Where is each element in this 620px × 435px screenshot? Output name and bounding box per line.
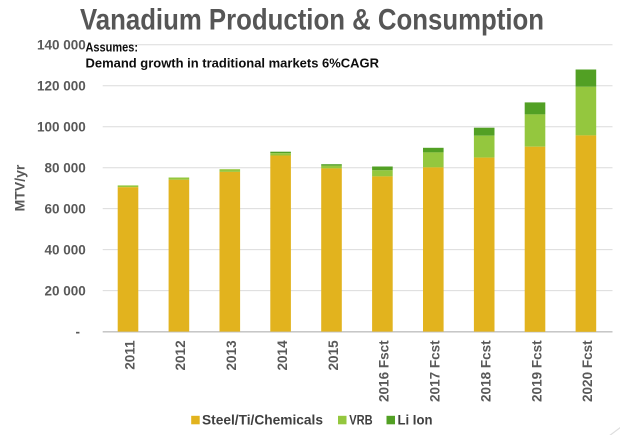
svg-text:2016 Fsct: 2016 Fsct	[377, 340, 392, 402]
svg-text:2015: 2015	[326, 340, 341, 371]
svg-text:Steel/Ti/Chemicals: Steel/Ti/Chemicals	[202, 412, 323, 427]
svg-text:2019 Fcst: 2019 Fcst	[529, 340, 544, 402]
svg-text:100 000: 100 000	[37, 120, 86, 135]
svg-text:120 000: 120 000	[37, 79, 86, 94]
svg-text:60 000: 60 000	[45, 201, 86, 216]
svg-text:Vanadium Production & Consumpt: Vanadium Production & Consumption	[80, 4, 544, 37]
svg-text:2014: 2014	[275, 340, 290, 371]
svg-text:2017 Fcst: 2017 Fcst	[428, 340, 443, 402]
svg-text:2011: 2011	[122, 340, 137, 370]
svg-text:40 000: 40 000	[45, 242, 86, 257]
svg-text:Li Ion: Li Ion	[398, 412, 433, 427]
svg-text:MTV/yr: MTV/yr	[11, 164, 27, 211]
svg-text:VRB: VRB	[349, 412, 373, 427]
svg-text:2013: 2013	[224, 340, 239, 371]
svg-text:140 000: 140 000	[37, 38, 86, 53]
svg-text:Assumes:: Assumes:	[86, 40, 139, 55]
svg-text:2020 Fcst: 2020 Fcst	[580, 340, 595, 402]
svg-text:2012: 2012	[173, 340, 188, 370]
svg-text:Demand growth in traditional m: Demand growth in traditional markets 6%C…	[86, 55, 380, 70]
svg-text:20 000: 20 000	[45, 283, 86, 298]
svg-text:80 000: 80 000	[45, 161, 86, 176]
svg-text:2018 Fcst: 2018 Fcst	[479, 340, 494, 402]
svg-text:-: -	[76, 325, 81, 340]
